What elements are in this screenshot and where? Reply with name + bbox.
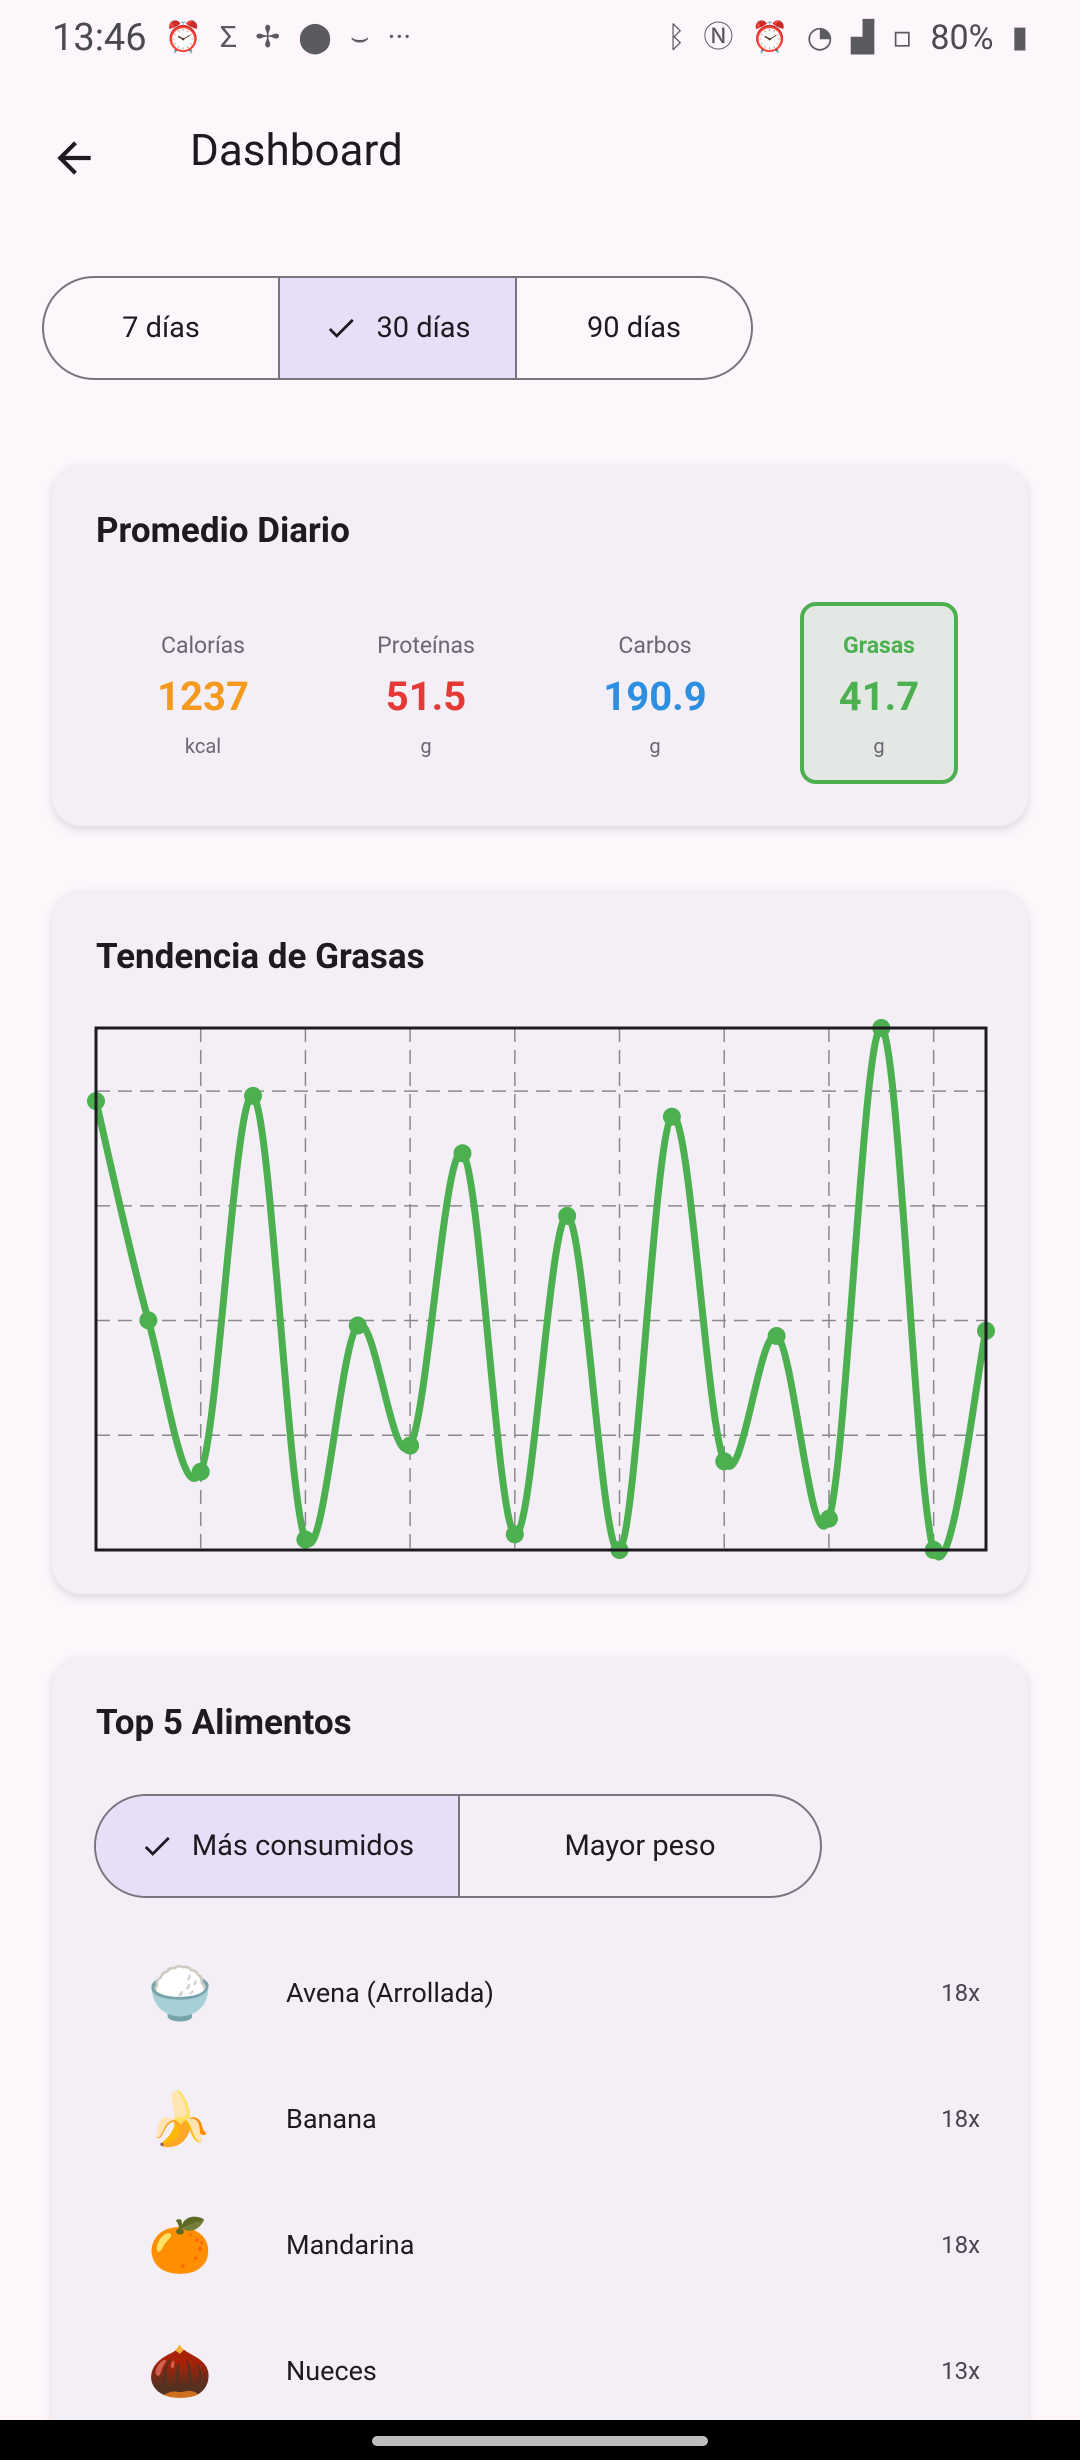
metric-fats-value: 41.7 — [838, 673, 920, 720]
chart-data-point — [558, 1206, 577, 1225]
check-icon — [329, 318, 355, 338]
tab-most-consumed[interactable]: Más consumidos — [96, 1796, 460, 1896]
metric-proteins-name: Proteínas — [377, 632, 475, 659]
top-foods-tabs: Más consumidos Mayor peso — [94, 1794, 822, 1898]
sigma-app-icon: Σ — [220, 20, 238, 55]
signal-icon: ▟ — [850, 20, 875, 55]
chart-data-point — [453, 1144, 472, 1163]
top-foods-title: Top 5 Alimentos — [96, 1702, 352, 1743]
status-bar: 13:46 ⏰ Σ ✢ ⬤ ⌣ ··· ᛒ Ⓝ ⏰ ◔ ▟ ▫ 80% ▮ — [0, 0, 1080, 76]
rice-bowl-icon: 🍚 — [147, 1962, 213, 2024]
metric-carbs-name: Carbos — [618, 632, 692, 659]
alarm-icon: ⏰ — [751, 20, 789, 55]
chart-data-point — [191, 1462, 210, 1481]
food-name: Banana — [286, 2103, 377, 2135]
banana-icon: 🍌 — [147, 2088, 213, 2150]
food-count: 18x — [941, 1979, 980, 2007]
chart-data-point — [662, 1107, 681, 1126]
amazon-icon: ⌣ — [349, 20, 370, 55]
metric-fats-unit: g — [873, 734, 885, 758]
chart-data-point — [505, 1525, 524, 1544]
metric-fats[interactable]: Grasas 41.7 g — [800, 602, 958, 784]
more-dots-icon: ··· — [387, 20, 412, 55]
tangerine-icon: 🍊 — [147, 2214, 213, 2276]
chart-border — [94, 1026, 988, 1552]
list-item[interactable]: 🍊 Mandarina 18x — [140, 2200, 980, 2290]
metric-calories[interactable]: Calorías 1237 kcal — [123, 632, 283, 758]
wifi-icon: ◔ — [806, 20, 833, 55]
arrow-back-icon — [57, 141, 91, 175]
top-foods-card: Top 5 Alimentos Más consumidos Mayor pes… — [52, 1656, 1028, 2456]
period-selector: 7 días 30 días 90 días — [42, 276, 753, 380]
chart-data-point — [819, 1509, 838, 1528]
metric-carbs-value: 190.9 — [603, 673, 707, 720]
nfc-icon: Ⓝ — [703, 20, 734, 55]
chart-data-point — [348, 1316, 367, 1335]
fat-trend-card: Tendencia de Grasas — [52, 890, 1028, 1594]
status-right: ᛒ Ⓝ ⏰ ◔ ▟ ▫ 80% ▮ — [667, 18, 1028, 58]
pinwheel-icon: ✢ — [255, 20, 281, 55]
period-30-days[interactable]: 30 días — [280, 278, 517, 378]
tab-most-consumed-label: Más consumidos — [191, 1829, 415, 1863]
daily-average-title: Promedio Diario — [96, 510, 350, 551]
tab-highest-weight[interactable]: Mayor peso — [460, 1796, 820, 1896]
food-name: Mandarina — [286, 2229, 415, 2261]
top-app-bar: Dashboard — [0, 100, 1080, 200]
tab-highest-weight-label: Mayor peso — [564, 1829, 716, 1863]
chart-data-point — [296, 1530, 315, 1549]
food-count: 13x — [941, 2357, 980, 2385]
metric-calories-name: Calorías — [160, 632, 246, 659]
chart-data-point — [139, 1311, 158, 1330]
check-icon — [144, 1836, 170, 1856]
period-90-days-label: 90 días — [586, 311, 682, 345]
period-30-days-label: 30 días — [376, 311, 471, 345]
battery-text: 80% — [930, 18, 994, 58]
period-90-days[interactable]: 90 días — [517, 278, 751, 378]
location-icon: ⬤ — [298, 20, 332, 55]
metric-calories-unit: kcal — [184, 734, 222, 758]
status-left: 13:46 ⏰ Σ ✢ ⬤ ⌣ ··· — [52, 16, 411, 60]
fat-trend-title: Tendencia de Grasas — [96, 936, 425, 977]
bluetooth-icon: ᛒ — [667, 20, 686, 55]
period-7-days[interactable]: 7 días — [44, 278, 280, 378]
alarm-icon: ⏰ — [164, 20, 202, 55]
4g-icon: ▫ — [892, 20, 913, 55]
chestnut-icon: 🌰 — [147, 2340, 213, 2402]
home-gesture-handle[interactable] — [372, 2436, 708, 2446]
chart-data-point — [715, 1452, 734, 1471]
food-count: 18x — [941, 2231, 980, 2259]
battery-icon: ▮ — [1011, 20, 1028, 55]
back-button[interactable] — [38, 122, 110, 194]
daily-average-card: Promedio Diario Calorías 1237 kcal Prote… — [52, 464, 1028, 826]
status-time: 13:46 — [52, 16, 147, 60]
metric-carbs-unit: g — [649, 734, 661, 758]
list-item[interactable]: 🍚 Avena (Arrollada) 18x — [140, 1948, 980, 2038]
food-name: Nueces — [286, 2355, 377, 2387]
metric-proteins-unit: g — [420, 734, 432, 758]
period-7-days-label: 7 días — [122, 311, 200, 345]
food-name: Avena (Arrollada) — [286, 1977, 494, 2009]
chart-data-point — [244, 1086, 263, 1105]
metric-proteins[interactable]: Proteínas 51.5 g — [346, 632, 506, 758]
page-title: Dashboard — [190, 124, 403, 176]
list-item[interactable]: 🌰 Nueces 13x — [140, 2326, 980, 2416]
metric-carbs[interactable]: Carbos 190.9 g — [575, 632, 735, 758]
food-count: 18x — [941, 2105, 980, 2133]
metric-proteins-value: 51.5 — [385, 673, 467, 720]
chart-data-point — [401, 1436, 420, 1455]
fat-trend-chart — [87, 1019, 995, 1561]
list-item[interactable]: 🍌 Banana 18x — [140, 2074, 980, 2164]
metric-fats-name: Grasas — [843, 632, 915, 659]
metric-calories-value: 1237 — [157, 673, 249, 720]
chart-data-point — [767, 1326, 786, 1345]
system-nav-bar — [0, 2420, 1080, 2460]
